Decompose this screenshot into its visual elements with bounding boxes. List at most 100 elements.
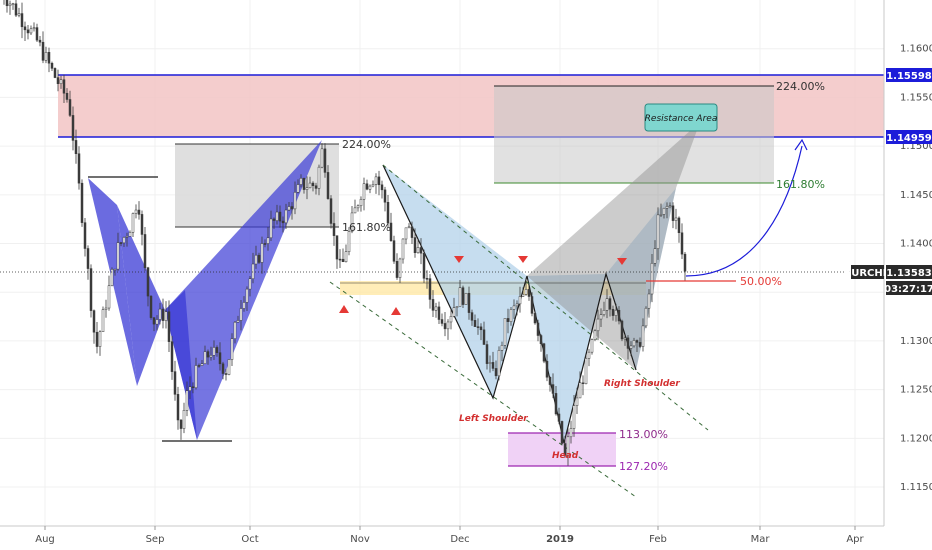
candle-body (146, 267, 150, 297)
candle-body (374, 176, 378, 185)
candle-body (284, 209, 288, 224)
candle-body (329, 198, 333, 224)
candle-body (509, 309, 513, 322)
candle-body (35, 27, 39, 41)
candle-body (20, 13, 24, 28)
candle-body (59, 79, 63, 84)
candle-body (623, 337, 627, 340)
candle-body (167, 311, 171, 342)
candle-body (413, 237, 417, 253)
candle-body (557, 413, 561, 422)
candle-body (77, 153, 81, 184)
candle-body (530, 296, 534, 314)
candle-body (113, 268, 117, 271)
candle-body (314, 185, 318, 189)
candle-body (674, 217, 678, 221)
candle-body (683, 253, 687, 272)
arrow-up-2 (391, 307, 401, 315)
candle-body (596, 318, 600, 332)
candle-body (659, 214, 663, 216)
candle-body (605, 298, 609, 311)
candle-body (338, 258, 342, 261)
candle-body (239, 308, 243, 321)
y-tick-label: 1.14000 (900, 239, 932, 250)
candle-body (500, 345, 504, 351)
candle-body (173, 371, 177, 395)
x-tick-label: Mar (751, 534, 771, 545)
channel-upper (382, 164, 709, 431)
candle-body (599, 314, 603, 320)
candle-body (233, 321, 237, 339)
candle-body (521, 294, 525, 297)
candle-body (62, 79, 66, 94)
candle-body (392, 240, 396, 262)
candle-body (287, 206, 291, 211)
candle-body (107, 285, 111, 309)
candle-body (527, 289, 531, 297)
candle-body (572, 405, 576, 429)
candle-body (278, 211, 282, 222)
y-tick-label: 1.15500 (900, 92, 932, 103)
price-scale[interactable] (884, 0, 932, 526)
candle-body (56, 77, 60, 84)
arrow-down-2 (518, 256, 528, 263)
candle-body (626, 337, 630, 349)
candle-body (428, 278, 432, 300)
hs-pattern-mid (527, 274, 606, 443)
left-pct-1618: 161.80% (342, 221, 391, 234)
y-tick-label: 1.16000 (900, 44, 932, 55)
candle-body (359, 199, 363, 207)
candle-body (419, 247, 423, 254)
candle-body (119, 242, 123, 244)
candle-body (344, 251, 348, 263)
hs-zigzag (382, 164, 637, 444)
candle-body (608, 298, 612, 310)
candle-body (200, 363, 204, 366)
candle-body (533, 313, 537, 324)
y-tick-label: 1.15000 (900, 141, 932, 152)
candle-body (449, 316, 453, 323)
candle-body (512, 305, 516, 310)
candle-body (152, 317, 156, 325)
countdown-badge (886, 281, 932, 295)
candle-body (23, 26, 27, 31)
candle-body (380, 184, 384, 191)
candle-body (221, 363, 225, 374)
candle-body (308, 182, 312, 189)
candle-body (497, 350, 501, 377)
left-shoulder-label: Left Shoulder (459, 414, 528, 424)
candle-body (425, 278, 429, 280)
candle-body (581, 382, 585, 385)
x-tick-label: 2019 (546, 534, 574, 545)
candle-body (296, 184, 300, 193)
candle-body (212, 347, 216, 356)
resistance-area-box (644, 103, 718, 132)
candle-body (197, 365, 201, 367)
candle-body (620, 320, 624, 340)
candle-body (14, 3, 18, 16)
candle-body (422, 252, 426, 279)
candle-body (617, 309, 621, 322)
y-tick-label: 1.12500 (900, 385, 932, 396)
candle-body (491, 362, 495, 369)
candle-body (110, 269, 114, 287)
hs-projection (527, 122, 700, 370)
candle-body (488, 362, 492, 364)
candle-body (320, 148, 324, 168)
y-tick-label: 1.13000 (900, 336, 932, 347)
candle-body (575, 397, 579, 406)
candle-body (461, 287, 465, 305)
candle-body (593, 330, 597, 340)
candle-body (536, 322, 540, 336)
candle-body (26, 29, 30, 34)
candle-body (179, 419, 183, 429)
candle-body (431, 299, 435, 311)
candle-body (464, 292, 468, 305)
candle-body (83, 222, 87, 249)
candle-body (86, 248, 90, 269)
candle-body (41, 41, 45, 61)
candle-body (470, 312, 474, 321)
resistance-upper-badge-text: 1.15598 (886, 71, 932, 82)
projection-arrowhead (794, 138, 808, 151)
